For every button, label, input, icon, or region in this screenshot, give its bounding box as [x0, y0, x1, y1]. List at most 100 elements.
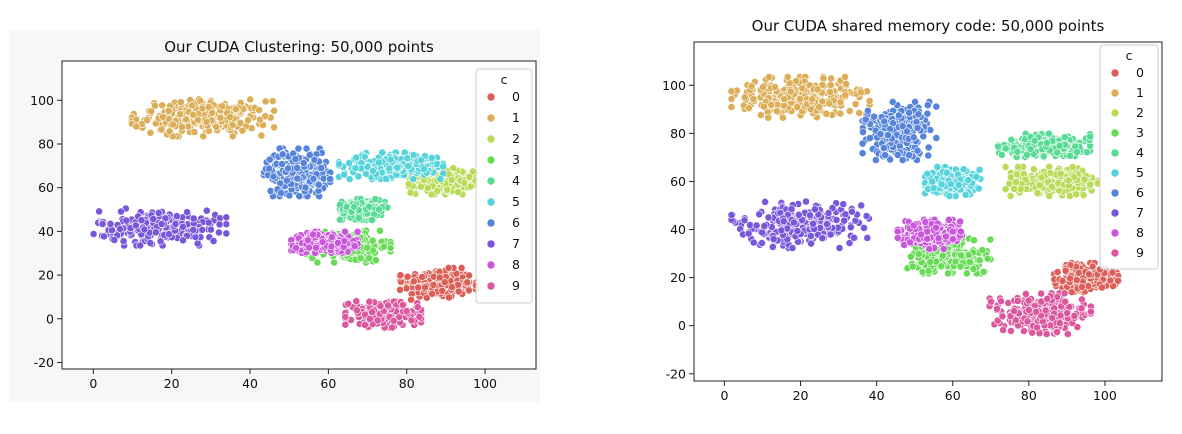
data-point [208, 109, 217, 117]
data-point [745, 104, 753, 113]
data-point [140, 225, 149, 234]
data-point [407, 295, 415, 304]
legend-title: c [501, 72, 508, 87]
data-point [826, 230, 835, 239]
data-point [764, 73, 773, 81]
data-point [908, 262, 917, 271]
data-point [438, 286, 447, 295]
data-point [183, 208, 191, 217]
data-point [291, 155, 300, 164]
data-point [945, 192, 954, 200]
data-point [777, 226, 786, 235]
data-point [147, 107, 156, 116]
plot-area [62, 61, 536, 369]
data-point [894, 111, 903, 120]
data-point [116, 224, 124, 233]
data-point [335, 215, 344, 224]
data-point [303, 236, 312, 245]
data-point [448, 283, 456, 292]
data-point [841, 210, 850, 219]
data-point [409, 151, 418, 159]
data-point [1056, 169, 1065, 178]
data-point [769, 235, 778, 243]
data-point [975, 165, 984, 174]
data-point [806, 232, 815, 240]
legend-marker-4 [486, 176, 496, 186]
data-point [859, 128, 867, 136]
data-point [165, 230, 173, 239]
data-point [727, 87, 736, 96]
data-point [1108, 268, 1117, 277]
data-point [755, 210, 764, 219]
scatter-points [727, 73, 1122, 338]
data-point [171, 219, 180, 228]
data-point [189, 110, 198, 119]
legend-label-3: 3 [512, 152, 520, 167]
data-point [146, 128, 155, 137]
x-tick-label: 20 [164, 376, 180, 391]
data-point [863, 233, 872, 242]
data-point [190, 128, 199, 136]
data-point [365, 314, 374, 323]
data-point [209, 237, 218, 245]
data-point [270, 123, 278, 132]
data-point [309, 174, 318, 183]
data-point [1010, 184, 1018, 193]
data-point [164, 106, 173, 115]
y-tick-label: -20 [34, 355, 54, 370]
data-point [376, 302, 385, 310]
data-point [779, 217, 788, 226]
data-point [997, 150, 1006, 159]
data-point [923, 109, 932, 118]
data-point [396, 285, 404, 294]
data-point [375, 158, 383, 167]
data-point [365, 254, 374, 263]
data-point [305, 243, 313, 252]
data-point [89, 230, 98, 238]
data-point [365, 297, 374, 306]
data-point [299, 158, 308, 167]
chart-panel-right: Our CUDA shared memory code: 50,000 poin… [640, 10, 1172, 426]
data-point [416, 156, 425, 165]
data-point [261, 97, 270, 106]
legend-label-5: 5 [512, 194, 520, 209]
data-point [944, 269, 952, 278]
data-point [827, 74, 835, 83]
data-point [293, 174, 302, 183]
data-point [132, 122, 141, 131]
data-point [759, 83, 767, 92]
data-point [727, 211, 736, 219]
data-point [1037, 173, 1046, 182]
data-point [226, 113, 234, 121]
data-point [758, 239, 766, 247]
legend-marker-3 [486, 155, 496, 165]
data-point [969, 265, 978, 273]
data-point [404, 162, 413, 170]
data-point [870, 112, 878, 121]
data-point [198, 104, 207, 113]
data-point [375, 205, 383, 214]
data-point [924, 143, 933, 152]
data-point [972, 173, 981, 181]
data-point [1058, 276, 1067, 285]
data-point [933, 162, 942, 171]
data-point [1016, 184, 1025, 193]
data-point [789, 218, 798, 227]
data-point [454, 287, 463, 296]
data-point [228, 121, 237, 129]
data-point [983, 254, 992, 263]
data-point [136, 241, 145, 250]
data-point [865, 134, 874, 143]
data-point [824, 209, 833, 217]
data-point [293, 163, 301, 172]
y-tick-label: 40 [38, 224, 54, 239]
data-point [460, 178, 469, 187]
legend-label-7: 7 [512, 236, 520, 251]
data-point [879, 144, 888, 152]
data-point [929, 183, 938, 192]
data-point [978, 246, 987, 254]
data-point [861, 115, 870, 124]
data-point [310, 155, 319, 164]
data-point [388, 323, 397, 332]
